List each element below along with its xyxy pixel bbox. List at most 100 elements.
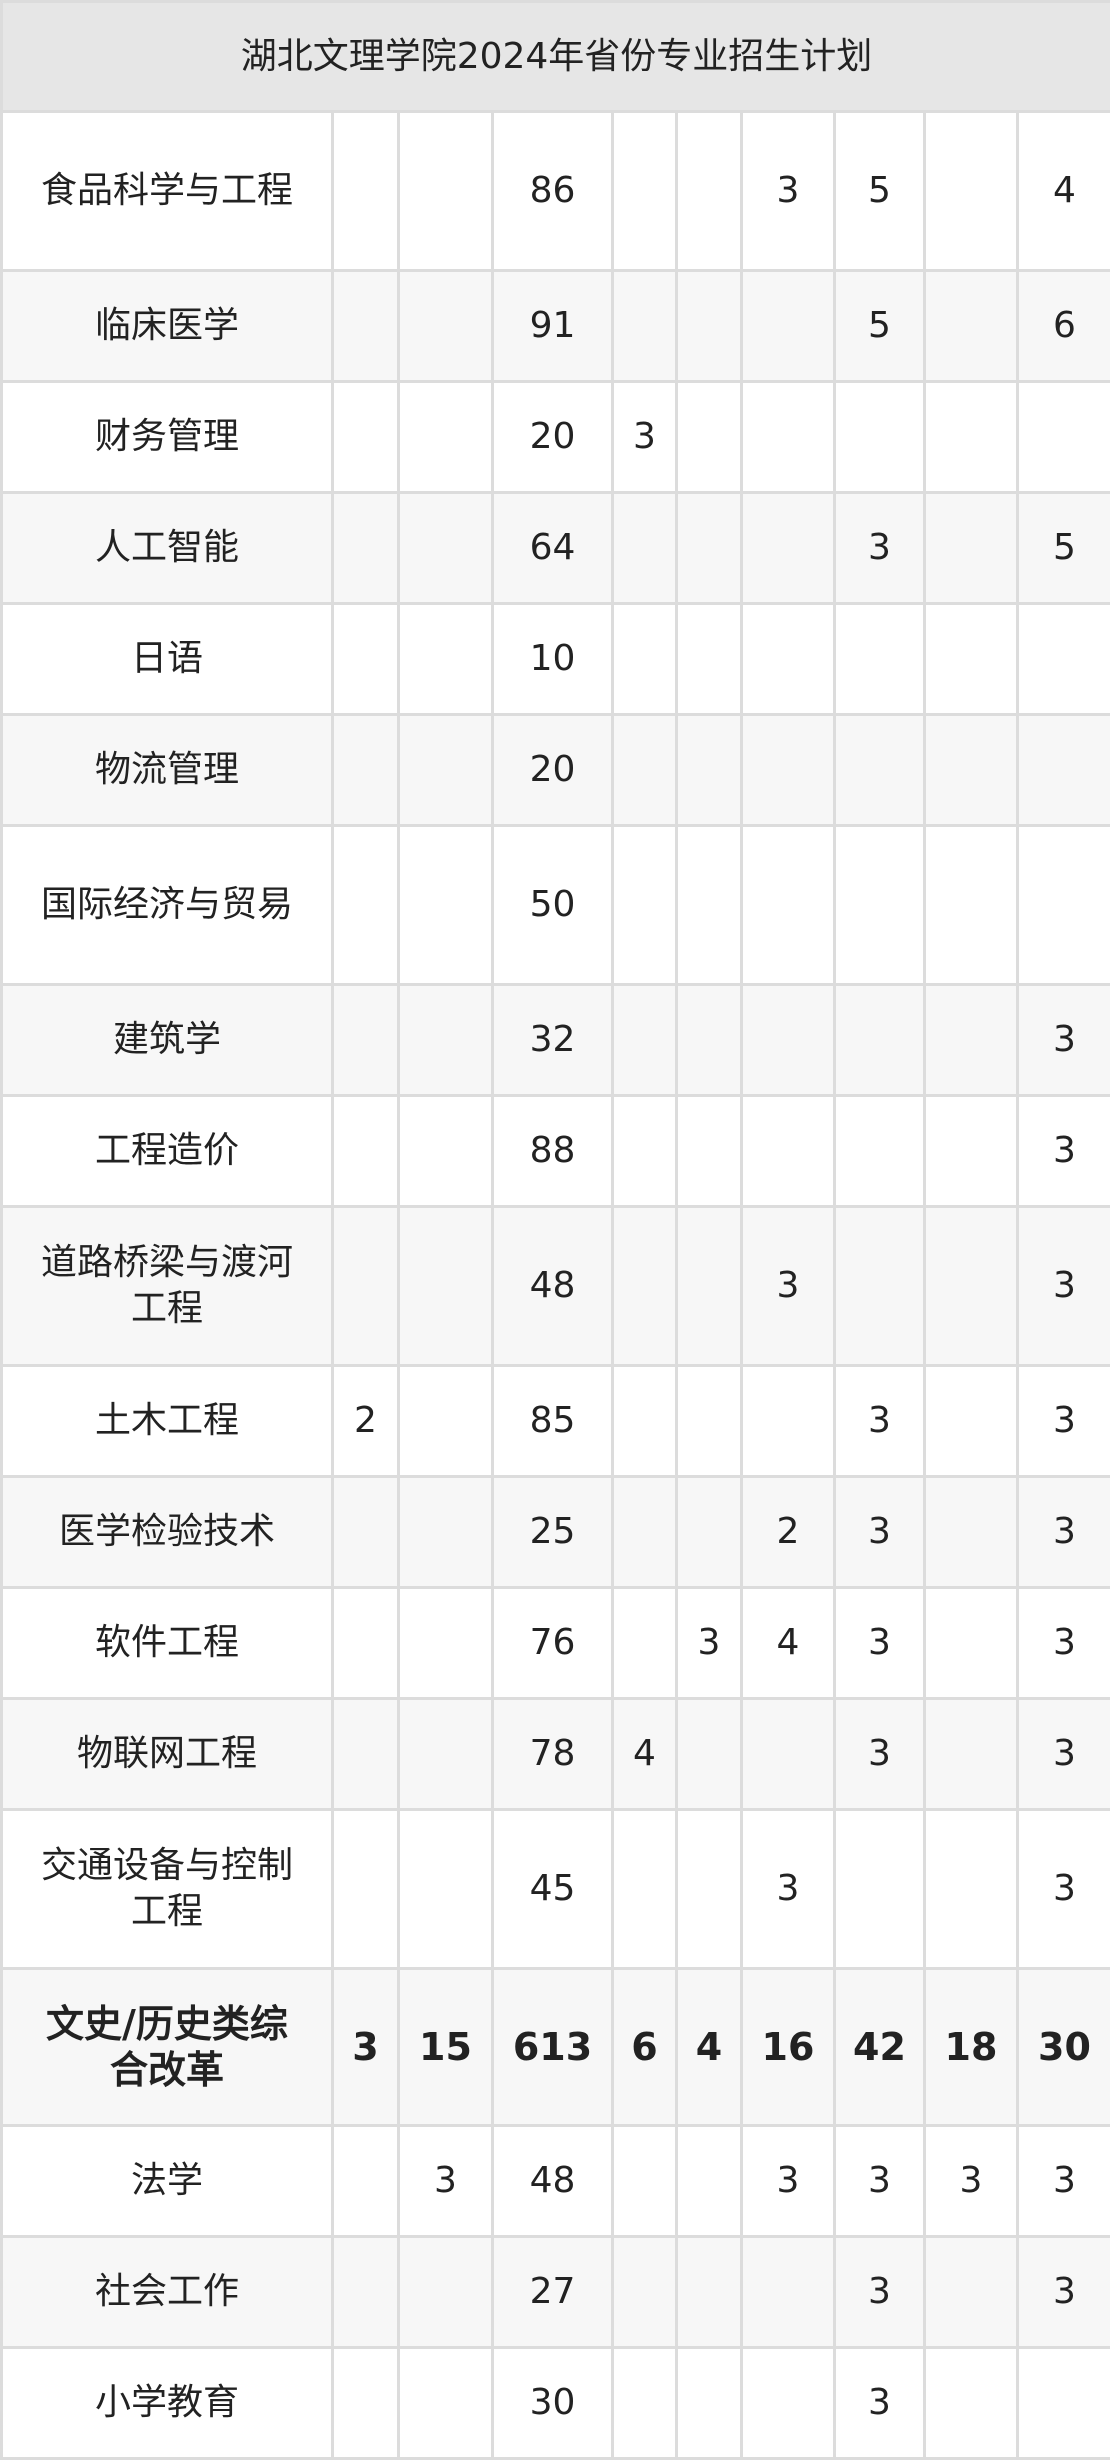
quota-cell	[331, 983, 400, 1097]
quota-cell	[833, 713, 926, 827]
quota-cell	[675, 1205, 743, 1367]
quota-cell: 3	[923, 2124, 1019, 2238]
quota-cell	[675, 2235, 743, 2349]
major-name-cell: 物联网工程	[0, 1697, 334, 1811]
quota-cell: 3	[1016, 983, 1110, 1097]
quota-cell	[397, 983, 494, 1097]
quota-cell	[833, 1205, 926, 1367]
table-row: 法学 3 48 3 3 3 3	[0, 2124, 1110, 2238]
quota-cell	[923, 2346, 1019, 2460]
quota-cell: 3	[833, 2346, 926, 2460]
table-row: 社会工作 27 3 3	[0, 2235, 1110, 2349]
table-subtotal-row: 文史/历史类综合改革 3 15 613 6 4 16 42 18 30	[0, 1967, 1110, 2127]
quota-cell	[611, 602, 678, 716]
quota-cell: 27	[491, 2235, 614, 2349]
quota-cell: 85	[491, 1364, 614, 1478]
major-name-cell: 社会工作	[0, 2235, 334, 2349]
quota-cell: 32	[491, 983, 614, 1097]
quota-cell: 88	[491, 1094, 614, 1208]
quota-cell: 3	[740, 1808, 836, 1970]
quota-cell: 3	[397, 2124, 494, 2238]
quota-cell: 2	[331, 1364, 400, 1478]
quota-cell	[923, 1586, 1019, 1700]
quota-cell	[833, 1808, 926, 1970]
quota-cell: 4	[675, 1967, 743, 2127]
quota-cell	[397, 1697, 494, 1811]
major-name-cell: 小学教育	[0, 2346, 334, 2460]
quota-cell	[923, 1364, 1019, 1478]
quota-cell	[923, 2235, 1019, 2349]
quota-cell	[675, 1364, 743, 1478]
quota-cell	[331, 1475, 400, 1589]
quota-cell	[923, 491, 1019, 605]
quota-cell	[331, 380, 400, 494]
quota-cell	[740, 983, 836, 1097]
quota-cell: 3	[611, 380, 678, 494]
table-row: 软件工程 76 3 4 3 3	[0, 1586, 1110, 1700]
quota-cell: 3	[331, 1967, 400, 2127]
quota-cell	[740, 1364, 836, 1478]
quota-cell: 3	[675, 1586, 743, 1700]
quota-cell	[675, 602, 743, 716]
quota-cell	[397, 824, 494, 986]
quota-cell	[833, 1094, 926, 1208]
quota-cell: 64	[491, 491, 614, 605]
quota-cell	[675, 1475, 743, 1589]
quota-cell: 48	[491, 1205, 614, 1367]
table-row: 小学教育 30 3	[0, 2346, 1110, 2460]
quota-cell	[675, 1094, 743, 1208]
quota-cell	[397, 380, 494, 494]
quota-cell	[1016, 380, 1110, 494]
major-name-cell: 临床医学	[0, 269, 334, 383]
major-name-cell: 食品科学与工程	[0, 110, 334, 272]
quota-cell: 25	[491, 1475, 614, 1589]
quota-cell: 3	[1016, 1364, 1110, 1478]
quota-cell	[611, 1364, 678, 1478]
quota-cell	[397, 1586, 494, 1700]
quota-cell: 3	[1016, 1205, 1110, 1367]
major-name-cell: 人工智能	[0, 491, 334, 605]
quota-cell: 3	[740, 110, 836, 272]
quota-cell	[397, 269, 494, 383]
quota-cell: 6	[611, 1967, 678, 2127]
quota-cell	[331, 713, 400, 827]
quota-cell	[675, 110, 743, 272]
quota-cell: 3	[833, 1586, 926, 1700]
quota-cell	[611, 2124, 678, 2238]
quota-cell: 50	[491, 824, 614, 986]
quota-cell	[397, 713, 494, 827]
quota-cell	[1016, 2346, 1110, 2460]
quota-cell	[740, 2346, 836, 2460]
quota-cell	[611, 269, 678, 383]
major-name-cell: 土木工程	[0, 1364, 334, 1478]
quota-cell	[611, 1094, 678, 1208]
quota-cell	[675, 1697, 743, 1811]
quota-cell	[397, 1205, 494, 1367]
quota-cell	[740, 491, 836, 605]
quota-cell: 20	[491, 380, 614, 494]
quota-cell	[923, 380, 1019, 494]
quota-cell: 48	[491, 2124, 614, 2238]
quota-cell	[331, 1697, 400, 1811]
quota-cell	[331, 2346, 400, 2460]
table-row: 临床医学 91 5 6	[0, 269, 1110, 383]
table-title: 湖北文理学院2024年省份专业招生计划	[0, 0, 1110, 113]
quota-cell: 42	[833, 1967, 926, 2127]
quota-cell	[611, 824, 678, 986]
quota-cell	[331, 1205, 400, 1367]
major-name-cell: 文史/历史类综合改革	[0, 1967, 334, 2127]
quota-cell	[611, 2235, 678, 2349]
quota-cell	[675, 269, 743, 383]
quota-cell	[611, 1808, 678, 1970]
quota-cell	[397, 1808, 494, 1970]
quota-cell: 30	[1016, 1967, 1110, 2127]
table-row: 国际经济与贸易 50	[0, 824, 1110, 986]
quota-cell	[923, 824, 1019, 986]
table-row: 土木工程 2 85 3 3	[0, 1364, 1110, 1478]
quota-cell: 3	[833, 1475, 926, 1589]
quota-cell: 3	[1016, 1586, 1110, 1700]
quota-cell	[331, 2235, 400, 2349]
major-name-cell: 道路桥梁与渡河工程	[0, 1205, 334, 1367]
quota-cell	[331, 602, 400, 716]
